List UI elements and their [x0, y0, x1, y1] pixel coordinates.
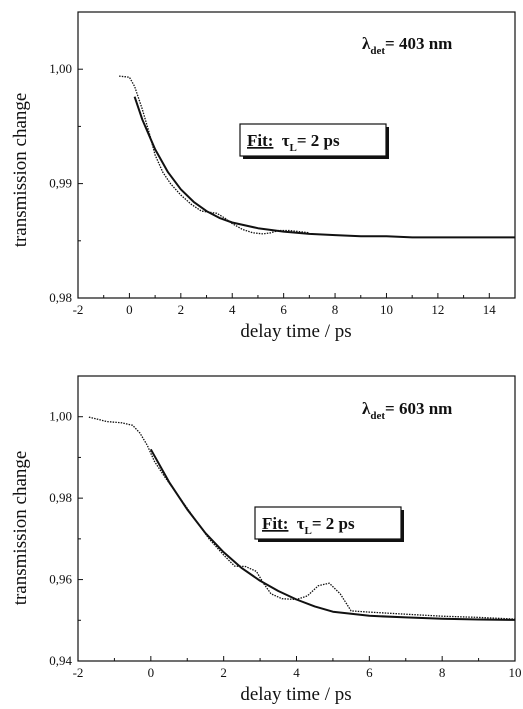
top-fit-sub: L: [290, 142, 297, 154]
bottom-x-tick-label: 2: [220, 665, 227, 680]
bottom-x-ticks: -2 0 2 4 6 8 10: [73, 656, 522, 680]
bottom-series: [88, 416, 516, 621]
top-detection-annotation: λdet= 403 nm: [362, 34, 452, 57]
top-series: [119, 75, 515, 239]
bottom-fit-sub: L: [305, 525, 312, 537]
bottom-fit-tau: τ: [297, 514, 305, 533]
top-fit-label: Fit:: [247, 131, 273, 150]
bottom-fit-series-line: [149, 448, 516, 621]
top-plot-frame: [77, 11, 516, 299]
bottom-x-tick-label: 0: [148, 665, 155, 680]
bottom-y-tick-label: 0,96: [49, 572, 72, 587]
top-x-axis-label: delay time / ps: [240, 321, 351, 342]
top-x-tick-label: 14: [483, 302, 497, 317]
top-fit-series-line: [133, 96, 515, 239]
bottom-y-tick-label: 0,98: [49, 490, 72, 505]
top-y-tick-label: 1,00: [49, 61, 72, 76]
top-x-tick-label: 10: [380, 302, 393, 317]
bottom-fit-box: Fit: τL= 2 ps: [254, 506, 404, 542]
bottom-x-tick-label: 4: [293, 665, 300, 680]
top-x-tick-label: 12: [431, 302, 444, 317]
svg-text:Fit: τL= 2 ps: Fit: τL= 2 ps: [262, 514, 355, 537]
bottom-x-tick-label: 6: [366, 665, 373, 680]
top-measured-series-line: [119, 75, 310, 235]
bottom-x-axis-label: delay time / ps: [240, 684, 351, 705]
top-x-ticks: -2 0 2 4 6 8 10 12 14: [73, 293, 497, 317]
bottom-y-tick-label: 0,94: [49, 653, 72, 668]
top-x-tick-label: -2: [73, 302, 84, 317]
top-fit-box: Fit: τL= 2 ps: [239, 123, 389, 159]
bottom-chart: -2 0 2 4 6 8 10 0,94 0,96 0,98 1,00 delay time / …: [10, 375, 522, 705]
top-det-value: = 403 nm: [385, 34, 452, 53]
bottom-det-sub: det: [370, 410, 385, 422]
bottom-y-ticks: 0,94 0,96 0,98 1,00: [49, 409, 83, 668]
bottom-y-tick-label: 1,00: [49, 409, 72, 424]
bottom-x-tick-label: 10: [509, 665, 522, 680]
svg-text:λdet= 403 nm: λdet= 403 nm: [362, 34, 452, 57]
top-x-tick-label: 6: [280, 302, 287, 317]
bottom-fit-value: = 2 ps: [312, 514, 355, 533]
top-x-tick-label: 2: [178, 302, 185, 317]
top-y-ticks: 0,98 0,99 1,00: [49, 61, 83, 305]
top-x-tick-label: 4: [229, 302, 236, 317]
bottom-fit-label: Fit:: [262, 514, 288, 533]
svg-text:λdet= 603 nm: λdet= 603 nm: [362, 399, 452, 422]
top-det-symbol: λ: [362, 34, 371, 53]
bottom-det-symbol: λ: [362, 399, 371, 418]
bottom-det-value: = 603 nm: [385, 399, 452, 418]
top-det-sub: det: [370, 45, 385, 57]
bottom-x-tick-label: -2: [73, 665, 84, 680]
top-y-tick-label: 0,99: [49, 176, 72, 191]
top-y-axis-label: transmission change: [10, 93, 31, 248]
top-fit-tau: τ: [282, 131, 290, 150]
top-x-tick-label: 0: [126, 302, 133, 317]
bottom-x-tick-label: 8: [439, 665, 446, 680]
top-x-tick-label: 8: [332, 302, 339, 317]
top-fit-value: = 2 ps: [297, 131, 340, 150]
bottom-y-axis-label: transmission change: [10, 451, 31, 606]
top-y-tick-label: 0,98: [49, 290, 72, 305]
top-chart: -2 0 2 4 6 8 10 12 14 0,98 0,99 1,00 delay time / …: [10, 11, 516, 342]
bottom-detection-annotation: λdet= 603 nm: [362, 399, 452, 422]
svg-text:Fit: τL= 2 ps: Fit: τL= 2 ps: [247, 131, 340, 154]
